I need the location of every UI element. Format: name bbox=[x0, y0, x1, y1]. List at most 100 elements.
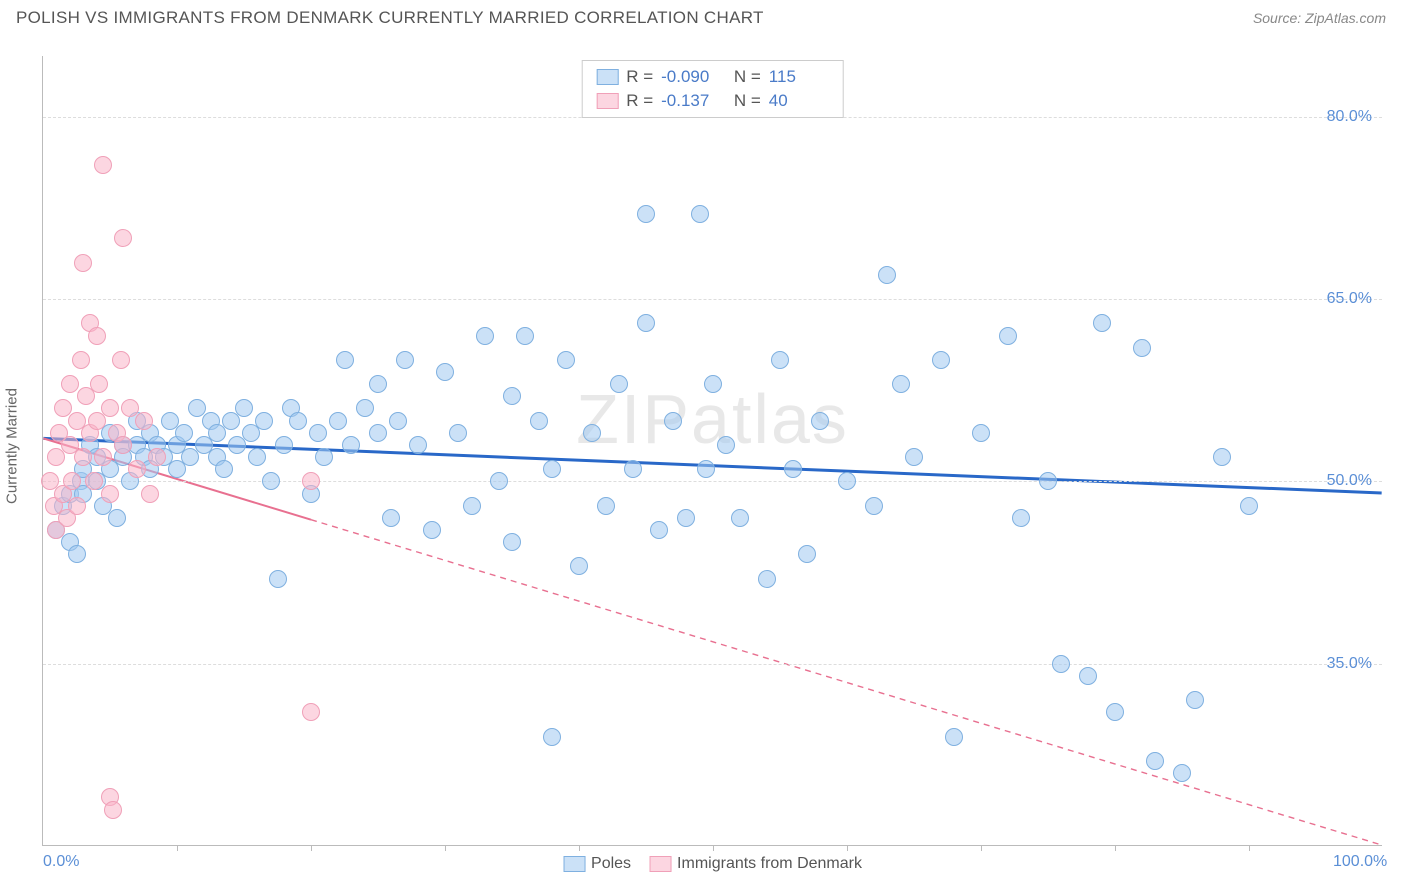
scatter-point bbox=[530, 412, 548, 430]
scatter-point bbox=[597, 497, 615, 515]
scatter-point bbox=[1079, 667, 1097, 685]
scatter-point bbox=[369, 424, 387, 442]
scatter-point bbox=[1240, 497, 1258, 515]
legend-label: Immigrants from Denmark bbox=[677, 855, 862, 873]
scatter-point bbox=[141, 485, 159, 503]
scatter-point bbox=[74, 254, 92, 272]
scatter-point bbox=[114, 436, 132, 454]
scatter-point bbox=[175, 424, 193, 442]
scatter-point bbox=[503, 533, 521, 551]
scatter-point bbox=[905, 448, 923, 466]
series-legend: PolesImmigrants from Denmark bbox=[563, 855, 862, 873]
legend-n-label: N = bbox=[729, 91, 761, 111]
legend-item: Immigrants from Denmark bbox=[649, 855, 862, 873]
x-tick-mark bbox=[177, 845, 178, 851]
scatter-point bbox=[503, 387, 521, 405]
scatter-point bbox=[650, 521, 668, 539]
scatter-point bbox=[731, 509, 749, 527]
scatter-point bbox=[490, 472, 508, 490]
scatter-point bbox=[1052, 655, 1070, 673]
chart-header: POLISH VS IMMIGRANTS FROM DENMARK CURREN… bbox=[0, 0, 1406, 28]
scatter-point bbox=[269, 570, 287, 588]
scatter-point bbox=[275, 436, 293, 454]
y-tick-label: 65.0% bbox=[1327, 290, 1372, 308]
correlation-legend: R =-0.090 N =115R =-0.137 N =40 bbox=[581, 60, 844, 118]
y-tick-label: 50.0% bbox=[1327, 472, 1372, 490]
scatter-point bbox=[63, 472, 81, 490]
scatter-point bbox=[336, 351, 354, 369]
scatter-point bbox=[932, 351, 950, 369]
scatter-point bbox=[771, 351, 789, 369]
scatter-point bbox=[1093, 314, 1111, 332]
scatter-point bbox=[878, 266, 896, 284]
scatter-point bbox=[637, 205, 655, 223]
legend-r-label: R = bbox=[626, 91, 653, 111]
scatter-point bbox=[758, 570, 776, 588]
scatter-point bbox=[449, 424, 467, 442]
scatter-point bbox=[88, 327, 106, 345]
x-tick-mark bbox=[1115, 845, 1116, 851]
scatter-point bbox=[583, 424, 601, 442]
chart-source: Source: ZipAtlas.com bbox=[1253, 10, 1386, 26]
x-tick-mark bbox=[847, 845, 848, 851]
scatter-point bbox=[543, 728, 561, 746]
scatter-point bbox=[677, 509, 695, 527]
legend-n-value: 115 bbox=[769, 67, 829, 87]
scatter-point bbox=[423, 521, 441, 539]
scatter-point bbox=[811, 412, 829, 430]
scatter-point bbox=[798, 545, 816, 563]
scatter-point bbox=[838, 472, 856, 490]
legend-n-value: 40 bbox=[769, 91, 829, 111]
legend-r-value: -0.090 bbox=[661, 67, 721, 87]
scatter-point bbox=[1012, 509, 1030, 527]
scatter-point bbox=[235, 399, 253, 417]
x-tick-mark bbox=[579, 845, 580, 851]
x-tick-mark bbox=[713, 845, 714, 851]
scatter-point bbox=[302, 703, 320, 721]
scatter-point bbox=[436, 363, 454, 381]
scatter-point bbox=[610, 375, 628, 393]
scatter-point bbox=[1039, 472, 1057, 490]
scatter-point bbox=[369, 375, 387, 393]
scatter-point bbox=[128, 460, 146, 478]
scatter-point bbox=[697, 460, 715, 478]
scatter-point bbox=[543, 460, 561, 478]
scatter-point bbox=[717, 436, 735, 454]
scatter-point bbox=[396, 351, 414, 369]
gridline bbox=[43, 481, 1382, 482]
scatter-point bbox=[382, 509, 400, 527]
scatter-point bbox=[409, 436, 427, 454]
scatter-point bbox=[557, 351, 575, 369]
scatter-point bbox=[101, 485, 119, 503]
scatter-point bbox=[972, 424, 990, 442]
scatter-point bbox=[148, 448, 166, 466]
x-tick-label: 0.0% bbox=[43, 853, 79, 871]
scatter-point bbox=[999, 327, 1017, 345]
scatter-point bbox=[329, 412, 347, 430]
scatter-point bbox=[135, 412, 153, 430]
scatter-point bbox=[570, 557, 588, 575]
scatter-point bbox=[248, 448, 266, 466]
scatter-point bbox=[389, 412, 407, 430]
scatter-point bbox=[1213, 448, 1231, 466]
scatter-point bbox=[463, 497, 481, 515]
scatter-point bbox=[302, 472, 320, 490]
scatter-point bbox=[476, 327, 494, 345]
legend-row: R =-0.090 N =115 bbox=[596, 65, 829, 89]
scatter-point bbox=[94, 448, 112, 466]
scatter-point bbox=[865, 497, 883, 515]
scatter-point bbox=[112, 351, 130, 369]
scatter-point bbox=[255, 412, 273, 430]
scatter-point bbox=[114, 229, 132, 247]
legend-swatch bbox=[596, 69, 618, 85]
scatter-point bbox=[90, 375, 108, 393]
scatter-point bbox=[1106, 703, 1124, 721]
scatter-point bbox=[624, 460, 642, 478]
scatter-point bbox=[94, 156, 112, 174]
legend-r-label: R = bbox=[626, 67, 653, 87]
scatter-point bbox=[85, 472, 103, 490]
legend-swatch bbox=[596, 93, 618, 109]
scatter-point bbox=[215, 460, 233, 478]
scatter-point bbox=[704, 375, 722, 393]
y-tick-label: 35.0% bbox=[1327, 655, 1372, 673]
